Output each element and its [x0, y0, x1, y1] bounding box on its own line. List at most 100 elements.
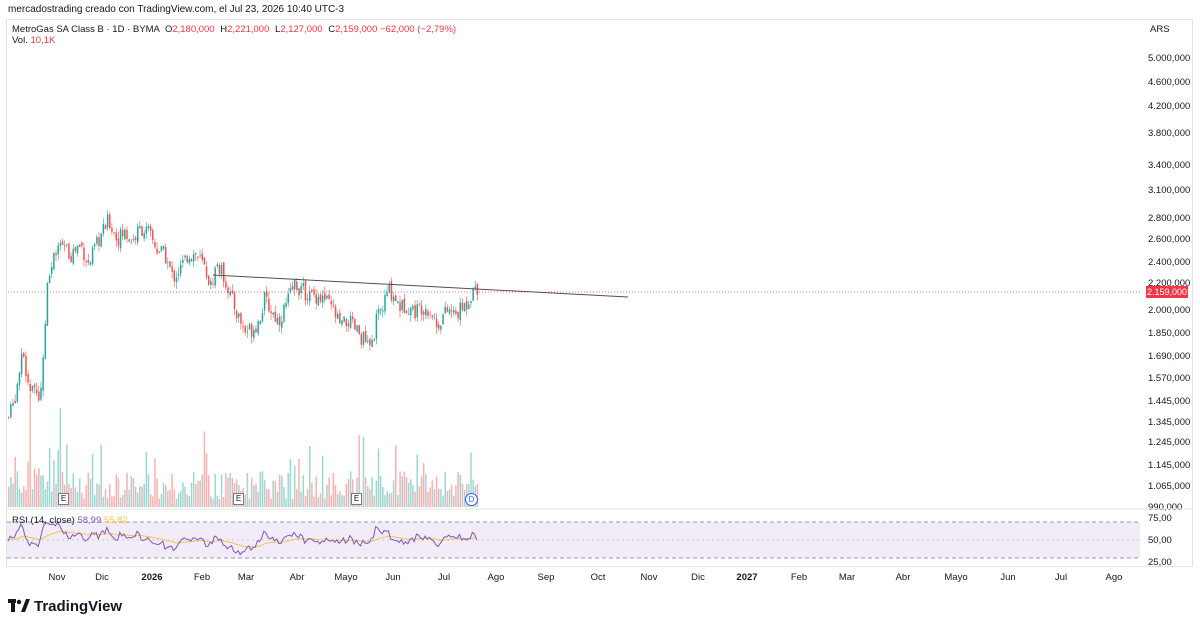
candle-body	[461, 302, 464, 311]
volume-bar	[203, 431, 206, 507]
time-tick-label: Nov	[641, 572, 658, 583]
candle-body	[272, 312, 274, 315]
volume-bar	[293, 465, 296, 507]
candle-body	[453, 310, 455, 313]
candle-body	[81, 242, 83, 246]
symbol-name[interactable]: MetroGas SA Class B · 1D · BYMA	[12, 24, 160, 35]
volume-bar	[248, 498, 251, 507]
chart-frame	[6, 19, 1193, 567]
tradingview-logo[interactable]: TradingView	[8, 596, 122, 616]
volume-bar	[395, 445, 397, 507]
candle-body	[42, 357, 44, 391]
volume-bar	[291, 498, 294, 507]
volume-bar	[149, 494, 152, 507]
price-tick-label: 4.600,000	[1148, 77, 1190, 88]
candle-body	[403, 298, 406, 313]
volume-bar	[281, 475, 283, 507]
earnings-marker[interactable]: E	[351, 493, 362, 505]
volume-bar	[244, 494, 246, 507]
volume-bar	[382, 487, 384, 507]
earnings-marker[interactable]: E	[233, 493, 244, 505]
candle-body	[367, 340, 369, 343]
candle-body	[229, 291, 231, 296]
candle-body	[399, 302, 401, 312]
volume-bar	[128, 489, 130, 507]
volume-bar	[255, 483, 257, 507]
volume-bar	[377, 448, 380, 507]
volume-bar	[190, 482, 193, 507]
time-axis[interactable]: Nov Dic 2026 Feb Mar Abr Mayo Jun Jul Ago Sep Oct No…	[49, 572, 1123, 583]
volume-label[interactable]: Vol.	[12, 35, 28, 46]
rsi-axis[interactable]: 75,00 50,00 25,00	[1148, 513, 1172, 568]
close-value: 2,159,000	[335, 24, 378, 35]
candle-body	[85, 261, 87, 263]
volume-bar	[44, 489, 47, 507]
volume-bar	[132, 478, 135, 507]
candle-body	[270, 311, 272, 314]
candle-body	[233, 292, 236, 310]
volume-bar	[48, 447, 51, 507]
candle-body	[386, 292, 388, 296]
candle-body	[414, 305, 416, 319]
candle-body	[349, 315, 352, 328]
candle-body	[72, 249, 74, 264]
candle-body	[352, 316, 354, 319]
trendline[interactable]	[212, 274, 629, 298]
candle-body	[255, 328, 257, 332]
volume-bar	[184, 486, 186, 507]
candle-body	[468, 304, 470, 309]
candle-body	[362, 332, 365, 345]
low-value: 2,127,000	[280, 24, 323, 35]
volume-bar	[83, 498, 85, 507]
volume-bar	[324, 498, 326, 507]
dividend-marker[interactable]: D	[465, 493, 478, 506]
candle-body	[216, 264, 219, 267]
candle-body	[186, 256, 188, 263]
price-axis[interactable]: 5.000,000 4.600,000 4.200,000 3.800,000 3.40…	[1148, 53, 1190, 513]
candle-body	[309, 291, 311, 302]
volume-bar	[94, 495, 96, 507]
candle-body	[91, 247, 94, 264]
volume-bar	[182, 482, 184, 507]
volume-bar	[134, 486, 137, 507]
volume-bar	[195, 484, 197, 507]
volume-bar	[257, 491, 259, 507]
rsi-label[interactable]: RSI (14, close)	[12, 515, 75, 526]
volume-bar	[341, 494, 343, 507]
rsi-value: 58,99	[77, 515, 102, 526]
candle-body	[289, 287, 292, 292]
candle-body	[8, 417, 10, 418]
volume-bar	[410, 479, 412, 507]
volume-bar	[362, 436, 365, 507]
volume-bar	[139, 486, 141, 507]
volume-bar	[81, 492, 83, 507]
earnings-marker[interactable]: E	[58, 493, 69, 505]
candle-body	[212, 283, 214, 284]
candle-body	[356, 325, 358, 332]
volume-bar	[375, 480, 378, 507]
candle-body	[420, 305, 423, 315]
last-price-badge: 2.159,000	[1146, 286, 1188, 298]
volume-bar	[177, 493, 180, 507]
candle-body	[238, 313, 240, 318]
volume-bar	[431, 480, 434, 507]
volume-bar	[328, 477, 330, 507]
candle-body	[171, 266, 173, 272]
candle-body	[354, 318, 356, 330]
volume-bar	[205, 452, 208, 507]
volume-bar	[414, 491, 416, 507]
candle-body	[139, 226, 141, 229]
volume-bar	[422, 463, 425, 507]
price-tick-label: 2.200,000	[1148, 278, 1190, 289]
candle-body	[223, 262, 225, 282]
volume-bar	[210, 496, 212, 507]
volume-bar	[38, 468, 40, 507]
volume-bar	[289, 459, 292, 507]
candle-body	[472, 288, 474, 301]
candle-body	[57, 245, 59, 255]
attribution-text: mercadostrading creado con TradingView.c…	[8, 4, 345, 15]
volume-bar	[141, 486, 143, 507]
candle-body	[121, 230, 124, 237]
candle-body	[145, 226, 148, 234]
